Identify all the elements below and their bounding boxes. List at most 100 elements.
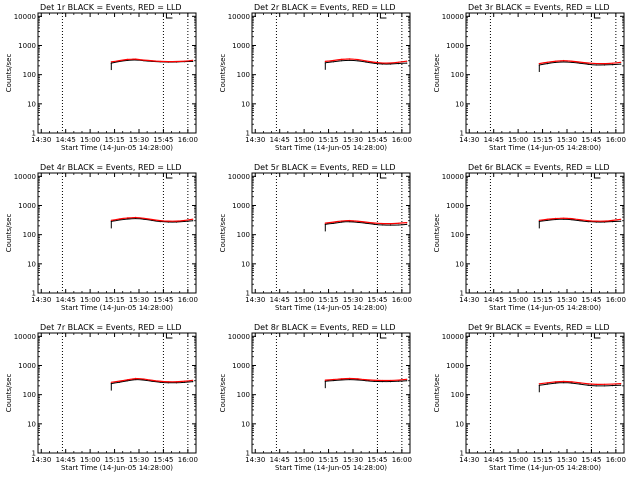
plot-frame	[251, 172, 411, 294]
data-point-lld	[563, 217, 565, 219]
y-tick-label: 1000	[446, 202, 464, 210]
x-tick-label: 15:00	[80, 296, 100, 304]
data-point-events	[571, 382, 573, 384]
data-point-events	[381, 224, 383, 226]
data-point-lld	[118, 218, 120, 220]
x-tick-label: 14:45	[270, 136, 290, 144]
series-line-lld	[325, 58, 407, 64]
data-point-lld	[184, 60, 186, 62]
data-point-lld	[381, 379, 383, 382]
data-point-lld	[324, 379, 326, 381]
x-tick-label: 15:45	[367, 456, 387, 464]
x-tick-label: 15:15	[532, 456, 552, 464]
data-point-lld	[373, 222, 375, 224]
x-tick-label: 15:45	[153, 136, 173, 144]
data-point-lld	[175, 220, 178, 222]
y-tick-label: 10000	[14, 173, 36, 181]
y-axis-label: Counts/sec	[5, 374, 13, 413]
series-line-lld	[325, 220, 407, 225]
data-point-lld	[587, 383, 589, 385]
x-tick-label: 15:00	[80, 456, 100, 464]
data-point-lld	[192, 59, 194, 61]
y-tick-label: 1	[460, 290, 464, 298]
data-point-lld	[389, 379, 392, 382]
data-point-lld	[563, 380, 565, 382]
x-tick-label: 15:45	[581, 136, 601, 144]
y-tick-label: 1000	[18, 362, 36, 370]
data-point-lld	[620, 218, 622, 220]
data-point-events	[620, 220, 622, 222]
data-point-lld	[324, 60, 326, 63]
x-axis-label: Start Time (14-Jun-05 14:28:00)	[61, 304, 173, 312]
x-tick-label: 14:30	[459, 136, 479, 144]
data-point-lld	[175, 381, 178, 383]
data-point-lld	[546, 218, 549, 220]
data-point-lld	[167, 61, 169, 63]
series-line-lld	[539, 217, 621, 222]
data-point-lld	[579, 382, 581, 384]
x-tick-label: 14:45	[484, 296, 504, 304]
chart-panel: Det 9r BLACK = Events, RED = LLD 1 10 100 10…	[433, 323, 626, 472]
data-point-events	[579, 62, 581, 64]
data-point-lld	[587, 220, 589, 222]
data-point-lld	[341, 220, 343, 222]
x-tick-label: 14:30	[459, 296, 479, 304]
chart-panel: Det 6r BLACK = Events, RED = LLD 1 10 100 10…	[433, 163, 626, 312]
data-point-lld	[381, 62, 383, 64]
x-tick-label: 15:45	[153, 456, 173, 464]
data-point-lld	[603, 383, 606, 385]
y-axis-label: Counts/sec	[219, 374, 227, 413]
plot-frame	[37, 172, 197, 294]
data-point-events	[341, 379, 343, 381]
data-point-lld	[398, 222, 400, 224]
y-tick-label: 1000	[446, 42, 464, 50]
chart-title: Det 4r BLACK = Events, RED = LLD	[40, 163, 182, 172]
chart-title: Det 5r BLACK = Events, RED = LLD	[254, 163, 396, 172]
data-point-events	[595, 221, 597, 223]
data-point-events	[332, 222, 334, 224]
y-axis-label: Counts/sec	[5, 54, 13, 93]
x-tick-label: 15:00	[294, 456, 314, 464]
data-point-lld	[110, 61, 112, 63]
y-tick-label: 10000	[14, 333, 36, 341]
y-tick-label: 10	[27, 260, 36, 268]
data-point-lld	[184, 219, 186, 222]
y-tick-label: 10000	[228, 13, 250, 21]
series-line-events	[111, 218, 193, 223]
data-point-events	[357, 60, 359, 62]
y-tick-label: 1	[460, 450, 464, 458]
x-axis-label: Start Time (14-Jun-05 14:28:00)	[489, 304, 601, 312]
data-point-events	[159, 381, 161, 383]
data-point-lld	[135, 216, 137, 218]
chart-title: Det 1r BLACK = Events, RED = LLD	[40, 3, 182, 12]
data-point-lld	[110, 381, 112, 383]
x-tick-label: 15:15	[532, 296, 552, 304]
chart-panel: Det 7r BLACK = Events, RED = LLD 1 10 100 10…	[5, 323, 198, 472]
data-point-events	[373, 380, 375, 382]
data-point-events	[192, 220, 194, 222]
data-point-events	[563, 61, 565, 63]
data-point-events	[381, 63, 383, 65]
data-point-lld	[143, 217, 145, 219]
x-tick-label: 14:30	[459, 456, 479, 464]
series-line-events	[539, 218, 621, 223]
y-tick-label: 1000	[232, 202, 250, 210]
data-point-lld	[167, 220, 169, 222]
x-tick-label: 14:45	[484, 136, 504, 144]
data-point-events	[389, 381, 392, 383]
chart-panel: Det 8r BLACK = Events, RED = LLD 1 10 100 10…	[219, 323, 412, 472]
x-tick-label: 15:30	[129, 136, 149, 144]
data-point-events	[332, 61, 334, 63]
x-tick-label: 15:00	[294, 296, 314, 304]
x-tick-label: 15:30	[343, 296, 363, 304]
data-point-lld	[167, 381, 169, 383]
data-point-lld	[118, 380, 120, 382]
x-tick-label: 15:00	[508, 456, 528, 464]
y-tick-label: 10	[241, 100, 250, 108]
data-point-events	[192, 60, 194, 63]
data-point-lld	[603, 220, 606, 222]
data-point-events	[612, 385, 614, 387]
x-tick-label: 15:45	[581, 296, 601, 304]
data-point-events	[365, 61, 367, 63]
data-point-events	[175, 221, 178, 223]
